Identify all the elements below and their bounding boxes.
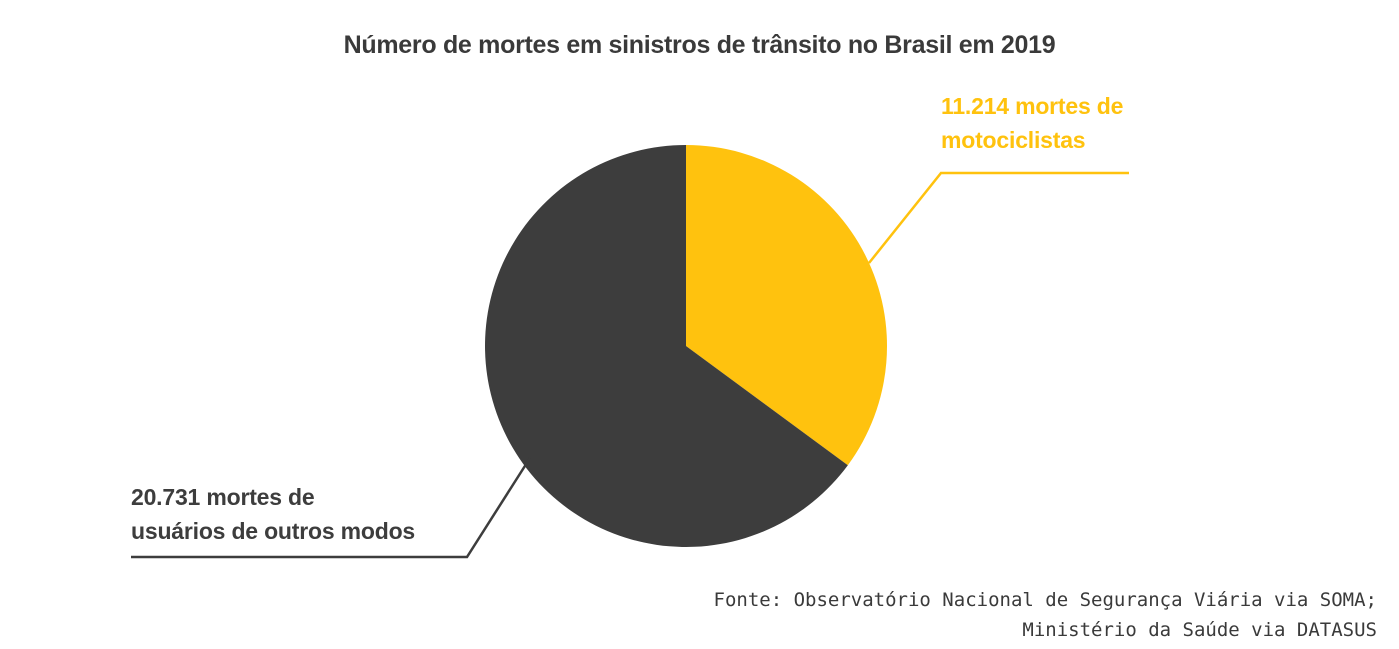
callout-label-motorcyclists: 11.214 mortes de motociclistas bbox=[941, 89, 1123, 157]
source-line1: Fonte: Observatório Nacional de Seguranç… bbox=[713, 589, 1377, 611]
callout-label-motorcyclists-line2: motociclistas bbox=[941, 127, 1086, 153]
chart-title: Número de mortes em sinistros de trânsit… bbox=[343, 31, 1056, 59]
callout-label-others-line1: 20.731 mortes de bbox=[131, 484, 315, 510]
source-line2: Ministério da Saúde via DATASUS bbox=[1022, 619, 1377, 641]
source-attribution: Fonte: Observatório Nacional de Seguranç… bbox=[714, 585, 1377, 645]
callout-label-others-line2: usuários de outros modos bbox=[131, 518, 416, 544]
callout-line-others bbox=[131, 457, 532, 559]
pie-slices bbox=[485, 145, 888, 548]
callout-label-motorcyclists-line1: 11.214 mortes de bbox=[941, 93, 1124, 119]
callout-label-others: 20.731 mortes de usuários de outros modo… bbox=[131, 480, 415, 548]
callout-line-motorcyclists bbox=[868, 171, 1129, 264]
pie-slice-motorcyclists bbox=[686, 145, 888, 466]
pie-slice-others bbox=[485, 145, 848, 548]
